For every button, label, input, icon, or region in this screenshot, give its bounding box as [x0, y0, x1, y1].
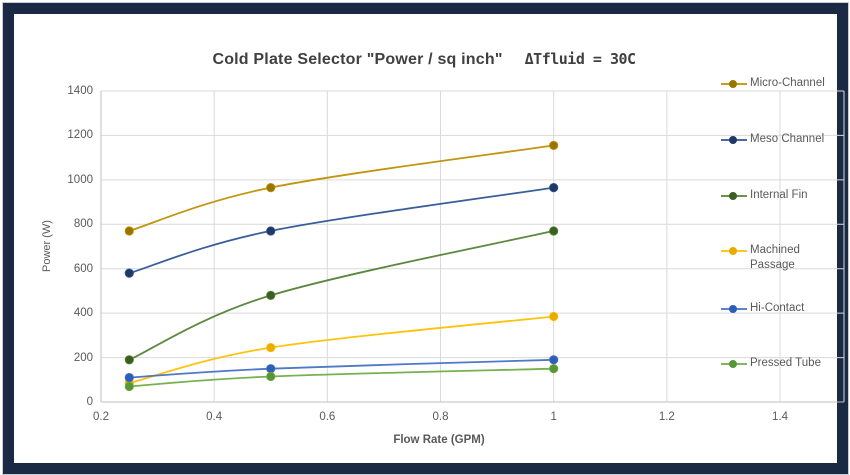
legend-label: Internal Fin — [750, 189, 808, 201]
y-axis-title: Power (W) — [41, 220, 53, 272]
legend-item-hi-contact: Hi-Contact — [720, 301, 804, 317]
legend-marker-meso-channel — [721, 136, 747, 144]
chart-title: Cold Plate Selector "Power / sq inch" ΔTf… — [74, 50, 774, 69]
chart-title-main: Cold Plate Selector "Power / sq inch" — [212, 51, 503, 68]
data-point-internal-fin — [549, 226, 559, 236]
legend-label: Hi-Contact — [750, 302, 805, 314]
data-point-machined-passage — [266, 342, 276, 353]
legend-label: Micro-Channel — [750, 77, 825, 89]
x-tick-label: 0.8 — [432, 411, 449, 423]
legend-marker-hi-contact — [721, 305, 747, 313]
data-point-hi-contact — [549, 355, 559, 365]
data-point-machined-passage — [549, 311, 559, 322]
legend-marker-pressed-tube — [721, 360, 747, 368]
y-tick-label: 400 — [73, 307, 93, 320]
y-tick-label: 600 — [73, 262, 93, 275]
outer-frame: Cold Plate Selector "Power / sq inch" ΔTf… — [3, 3, 848, 474]
legend-marker-micro-channel — [721, 80, 747, 88]
data-point-pressed-tube — [266, 371, 276, 382]
legend-label: Pressed Tube — [750, 357, 821, 369]
x-tick-label: 0.4 — [206, 411, 223, 423]
legend-label: Meso Channel — [750, 133, 825, 145]
x-tick-label: 1.4 — [772, 411, 788, 423]
data-point-hi-contact — [124, 372, 134, 383]
y-tick-label: 200 — [73, 351, 93, 364]
legend-item-micro-channel: Micro-Channel — [720, 76, 825, 92]
data-point-internal-fin — [124, 355, 134, 365]
data-point-internal-fin — [266, 290, 276, 300]
legend-marker-machined-passage — [721, 247, 747, 255]
legend-item-machined-passage: Machined Passage — [720, 243, 840, 273]
y-tick-label: 1000 — [67, 173, 93, 186]
series-line-internal-fin — [128, 230, 554, 361]
legend-marker-internal-fin — [721, 192, 747, 200]
series-line-micro-channel — [129, 144, 554, 232]
data-point-hi-contact — [266, 364, 276, 374]
y-tick-label: 800 — [73, 218, 93, 231]
series-line-hi-contact — [129, 358, 554, 379]
x-tick-label: 0.2 — [93, 411, 109, 423]
series-line-machined-passage — [129, 315, 554, 384]
x-tick-label: 0.6 — [319, 411, 336, 423]
data-point-micro-channel — [266, 183, 276, 193]
legend-item-internal-fin: Internal Fin — [720, 188, 808, 204]
data-point-micro-channel — [124, 226, 134, 236]
data-point-pressed-tube — [549, 364, 559, 374]
series-line-meso-channel — [129, 186, 554, 275]
x-tick-label: 1 — [550, 411, 557, 423]
data-point-meso-channel — [266, 226, 276, 236]
y-tick-label: 0 — [86, 396, 93, 408]
legend: Micro-Channel Meso Channel Internal Fin Mac… — [720, 14, 845, 475]
legend-item-pressed-tube: Pressed Tube — [720, 356, 821, 372]
y-tick-label: 1400 — [67, 85, 93, 97]
series-line-pressed-tube — [129, 367, 554, 388]
data-point-meso-channel — [124, 268, 134, 278]
chart-title-delta: ΔTfluid = 30C — [524, 50, 636, 68]
legend-item-meso-channel: Meso Channel — [720, 132, 824, 148]
data-point-pressed-tube — [124, 381, 134, 392]
data-point-meso-channel — [549, 183, 559, 193]
data-point-micro-channel — [549, 140, 559, 151]
y-tick-label: 1200 — [67, 129, 93, 142]
plot-area — [100, 90, 845, 403]
x-tick-label: 1.2 — [658, 411, 675, 423]
legend-label: Machined Passage — [750, 244, 800, 271]
x-axis-title: Flow Rate (GPM) — [393, 434, 485, 446]
